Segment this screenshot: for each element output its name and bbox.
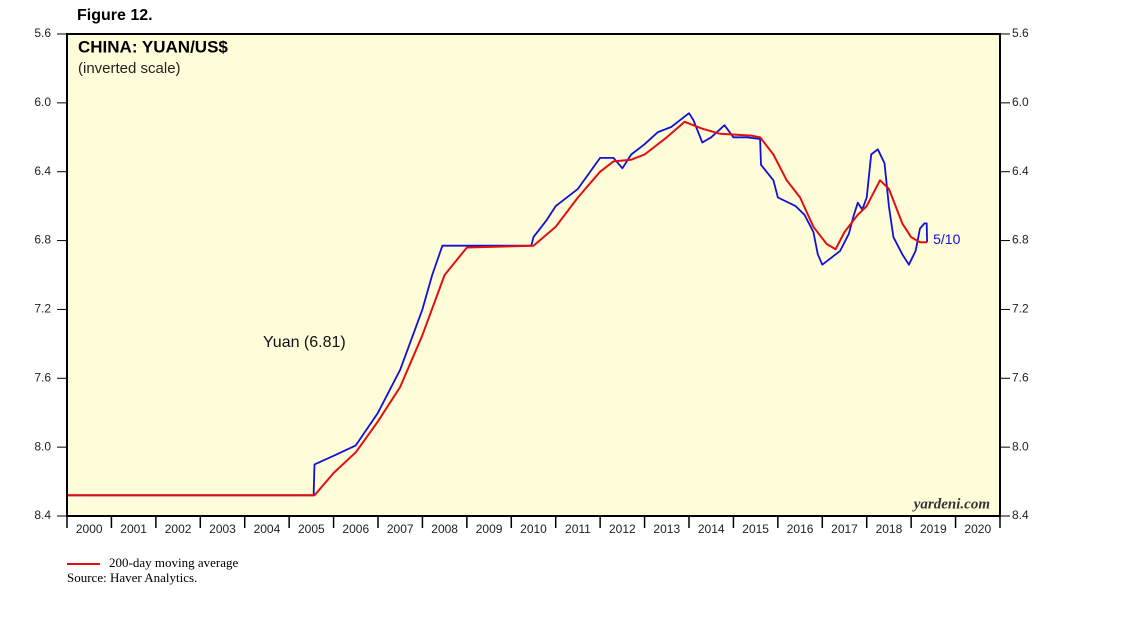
plot-area [67, 34, 1000, 516]
y-tick-label: 7.2 [34, 302, 51, 316]
x-tick-label: 2009 [476, 522, 503, 536]
x-tick-label: 2020 [964, 522, 991, 536]
x-tick-label: 2005 [298, 522, 325, 536]
x-tick-label: 2002 [165, 522, 192, 536]
x-tick-label: 2017 [831, 522, 858, 536]
y-tick-label-right: 6.4 [1012, 164, 1029, 178]
x-tick-label: 2016 [787, 522, 814, 536]
y-tick-label-right: 7.6 [1012, 370, 1029, 384]
y-tick-label: 5.6 [34, 26, 51, 40]
x-tick-label: 2019 [920, 522, 947, 536]
y-tick-label: 6.4 [34, 164, 51, 178]
x-tick-label: 2003 [209, 522, 236, 536]
series-line [67, 120, 928, 497]
legend-label: 200-day moving average [109, 555, 238, 570]
y-tick-label: 7.6 [34, 370, 51, 384]
series-line [67, 112, 928, 497]
y-tick-label-right: 5.6 [1012, 26, 1029, 40]
plot-frame [66, 33, 1001, 517]
y-tick-label-right: 6.0 [1012, 95, 1029, 109]
x-tick-label: 2012 [609, 522, 636, 536]
chart-subtitle: (inverted scale) [78, 60, 181, 77]
y-tick-label: 8.0 [34, 439, 51, 453]
chart-title: CHINA: YUAN/US$ [78, 37, 228, 56]
x-tick-label: 2015 [742, 522, 769, 536]
x-tick-label: 2014 [698, 522, 725, 536]
x-tick-label: 2004 [254, 522, 281, 536]
watermark: yardeni.com [912, 496, 990, 512]
y-tick-label-right: 7.2 [1012, 302, 1029, 316]
end-date-label: 5/10 [933, 231, 960, 247]
x-tick-label: 2007 [387, 522, 414, 536]
x-tick-label: 2000 [76, 522, 103, 536]
y-tick-label-right: 6.8 [1012, 233, 1029, 247]
x-tick-label: 2001 [120, 522, 147, 536]
y-tick-label: 6.0 [34, 95, 51, 109]
y-tick-label: 8.4 [34, 508, 51, 522]
source-note: Source: Haver Analytics. [67, 570, 197, 585]
x-tick-label: 2013 [653, 522, 680, 536]
x-tick-label: 2011 [565, 522, 591, 536]
x-tick-label: 2010 [520, 522, 547, 536]
series-label: Yuan (6.81) [263, 334, 346, 351]
x-tick-label: 2008 [431, 522, 458, 536]
y-tick-label: 6.8 [34, 233, 51, 247]
figure-label: Figure 12. [77, 7, 153, 24]
x-tick-label: 2018 [876, 522, 903, 536]
plot-background-group [67, 34, 1000, 516]
x-tick-label: 2006 [342, 522, 369, 536]
y-tick-label-right: 8.4 [1012, 508, 1029, 522]
y-tick-label-right: 8.0 [1012, 439, 1029, 453]
